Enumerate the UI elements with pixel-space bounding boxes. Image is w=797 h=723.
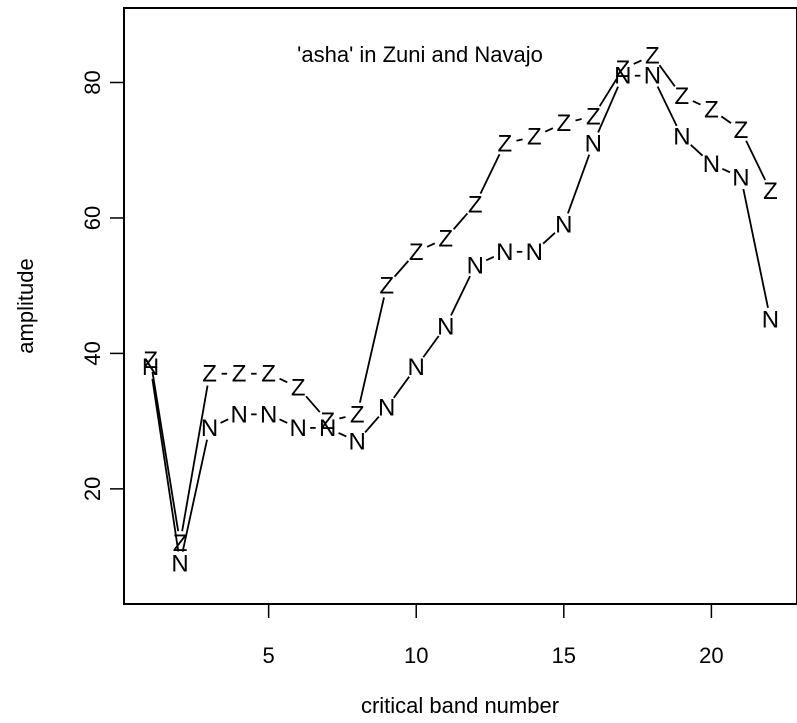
series-z-segment bbox=[479, 153, 501, 195]
series-n-segment bbox=[597, 86, 619, 133]
series-n-point: N bbox=[555, 212, 572, 239]
series-n-segment bbox=[181, 439, 208, 552]
series-z-point: Z bbox=[616, 56, 631, 83]
series-z-segment bbox=[720, 115, 732, 124]
series-z-segment bbox=[452, 212, 469, 230]
series-n-point: N bbox=[644, 63, 661, 90]
y-tick-label: 20 bbox=[80, 477, 105, 501]
series-z-point: Z bbox=[763, 178, 778, 205]
series-n-segment bbox=[485, 256, 495, 262]
series-z-point: Z bbox=[497, 130, 512, 157]
series-z-segment bbox=[358, 297, 385, 403]
series-n-point: N bbox=[142, 354, 159, 381]
series-z-segment bbox=[598, 78, 618, 107]
x-axis-label: critical band number bbox=[361, 693, 559, 718]
series-z-segment bbox=[339, 416, 346, 420]
series-z-point: Z bbox=[232, 361, 247, 388]
series-n-segment bbox=[542, 232, 556, 245]
series-z-segment bbox=[305, 395, 321, 413]
series-n-point: N bbox=[703, 151, 720, 178]
y-axis: 20 40 60 80 bbox=[80, 70, 125, 501]
series-n-point: N bbox=[585, 130, 602, 157]
series-z-segment bbox=[279, 377, 288, 384]
series-z-point: Z bbox=[261, 361, 276, 388]
series-n-point: N bbox=[378, 395, 395, 422]
y-tick-label: 60 bbox=[80, 206, 105, 230]
series-z-segment bbox=[516, 138, 523, 142]
series-n-point: N bbox=[762, 307, 779, 334]
series-z-point: Z bbox=[320, 408, 335, 435]
y-axis-label: amplitude bbox=[13, 258, 38, 353]
series-z-segment bbox=[181, 385, 209, 532]
series-n-segment bbox=[364, 416, 380, 434]
series-n-point: N bbox=[349, 428, 366, 455]
series-n-point: N bbox=[408, 354, 425, 381]
series-n-segment bbox=[220, 418, 229, 424]
series-n-point: N bbox=[732, 164, 749, 191]
series-n-segment bbox=[450, 275, 471, 316]
series-n-segment bbox=[742, 188, 769, 308]
series-n-segment bbox=[393, 376, 410, 399]
series-n-point: N bbox=[201, 415, 218, 442]
series-n-point: N bbox=[673, 124, 690, 151]
series-z-segment bbox=[544, 127, 554, 133]
series-n-point: N bbox=[526, 239, 543, 266]
series-z-segment bbox=[658, 64, 676, 87]
series-z-segment bbox=[575, 118, 582, 122]
series-z-point: Z bbox=[586, 103, 601, 130]
series-n-point: N bbox=[171, 550, 188, 577]
x-axis: 5 10 15 20 bbox=[263, 603, 724, 668]
series-z-segment bbox=[426, 242, 436, 248]
series-n-segment bbox=[567, 154, 591, 214]
series-z-point: Z bbox=[379, 273, 394, 300]
series-z-point: Z bbox=[734, 117, 749, 144]
series-n-point: N bbox=[230, 401, 247, 428]
series-z-segment bbox=[151, 371, 180, 532]
series-n-segment bbox=[690, 144, 704, 157]
y-tick-label: 40 bbox=[80, 341, 105, 365]
series-n-segment bbox=[151, 378, 180, 552]
series-n-point: N bbox=[289, 415, 306, 442]
series-n-point: N bbox=[319, 415, 336, 442]
series-n-segment bbox=[422, 335, 440, 358]
series-z-point: Z bbox=[409, 239, 424, 266]
series-z-point: Z bbox=[645, 42, 660, 69]
series-n-segment bbox=[721, 167, 731, 174]
series-z-segment bbox=[393, 260, 410, 278]
series-z-segment bbox=[692, 100, 701, 106]
series-z-point: Z bbox=[556, 110, 571, 137]
x-tick-label: 10 bbox=[404, 643, 428, 668]
series-n-segment bbox=[338, 432, 347, 438]
y-tick-label: 80 bbox=[80, 70, 105, 94]
x-tick-label: 5 bbox=[263, 643, 275, 668]
series-n-segment bbox=[656, 86, 678, 127]
series-n-point: N bbox=[496, 239, 513, 266]
series-z-point: Z bbox=[291, 374, 306, 401]
series-z-segment bbox=[745, 140, 767, 181]
series-z-point: Z bbox=[143, 347, 158, 374]
x-tick-label: 15 bbox=[552, 643, 576, 668]
x-tick-label: 20 bbox=[699, 643, 723, 668]
series-z-segment bbox=[633, 59, 642, 65]
series-n-point: N bbox=[260, 401, 277, 428]
chart-title: 'asha' in Zuni and Navajo bbox=[297, 42, 543, 67]
series-n-point: N bbox=[467, 252, 484, 279]
series-z-point: Z bbox=[527, 124, 542, 151]
series-z-point: Z bbox=[350, 401, 365, 428]
series-z-point: Z bbox=[468, 191, 483, 218]
series-z-point: Z bbox=[202, 361, 217, 388]
series-n-segment bbox=[279, 418, 288, 424]
series-z-point: Z bbox=[704, 97, 719, 124]
series-z-point: Z bbox=[675, 83, 690, 110]
series-n-point: N bbox=[614, 63, 631, 90]
series-z-point: Z bbox=[438, 225, 453, 252]
series-n-point: N bbox=[437, 313, 454, 340]
